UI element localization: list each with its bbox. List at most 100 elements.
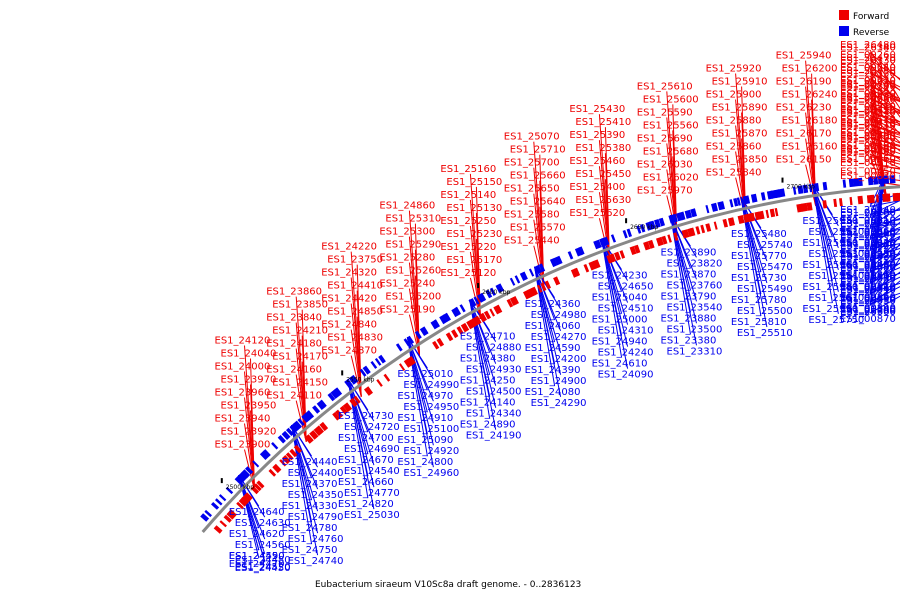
reverse-gene-label: ES1_24290 (531, 398, 587, 409)
forward-gene-label: ES1_00700 (840, 132, 896, 143)
reverse-gene-label: ES1_00440 (840, 237, 896, 248)
reverse-gene-label: ES1_26460 (840, 260, 896, 271)
forward-gene-label: ES1_26410 (840, 118, 896, 129)
forward-gene-connector (869, 103, 900, 123)
reverse-gene (225, 486, 234, 495)
reverse-gene-label: ES1_00660 (840, 306, 896, 317)
forward-gene (673, 232, 679, 241)
reverse-gene-label: ES1_26310 (840, 216, 896, 227)
reverse-gene-connector (811, 183, 839, 270)
reverse-gene (636, 225, 642, 234)
reverse-gene (672, 213, 678, 223)
forward-gene (667, 234, 672, 243)
forward-gene-label: ES1_25290 (385, 240, 441, 251)
reverse-gene-connector (347, 378, 375, 488)
legend-reverse-swatch (839, 26, 849, 36)
forward-gene (536, 284, 543, 293)
reverse-gene-label: ES1_25730 (731, 273, 787, 284)
forward-gene-connector (408, 262, 420, 356)
forward-gene-label: ES1_26330 (840, 55, 896, 66)
forward-gene (758, 210, 765, 220)
forward-gene-label: ES1_00330 (840, 120, 896, 131)
reverse-gene (359, 368, 367, 377)
forward-gene (629, 246, 637, 255)
reverse-gene-label: ES1_24350 (288, 490, 344, 501)
reverse-gene-connector (811, 183, 839, 314)
forward-gene-label: ES1_25150 (446, 177, 502, 188)
forward-gene-label: ES1_25710 (510, 145, 566, 156)
forward-gene (445, 332, 454, 342)
forward-gene-label: ES1_24160 (266, 365, 322, 376)
forward-gene-label: ES1_24110 (266, 391, 322, 402)
reverse-gene (477, 293, 486, 303)
reverse-gene-connector (869, 228, 900, 260)
reverse-gene-connector (740, 196, 768, 284)
forward-gene (250, 485, 260, 495)
forward-gene-label: ES1_26100 (840, 82, 896, 93)
reverse-gene (578, 246, 585, 256)
forward-gene (592, 259, 601, 269)
reverse-gene-label: ES1_25500 (737, 306, 793, 317)
forward-gene-label: ES1_00710 (840, 119, 896, 130)
reverse-gene-connector (869, 217, 900, 229)
forward-gene-connector (350, 303, 362, 397)
forward-gene-label: ES1_24410 (327, 281, 383, 292)
reverse-gene-label: ES1_24480 (235, 555, 291, 566)
forward-gene (619, 250, 626, 259)
forward-gene (661, 235, 668, 245)
forward-gene (610, 253, 617, 262)
legend: Forward Reverse (839, 10, 890, 38)
forward-gene (544, 280, 551, 290)
reverse-gene-label: ES1_24390 (525, 365, 581, 376)
forward-gene (513, 296, 519, 305)
forward-gene-connector (869, 153, 900, 169)
reverse-gene (711, 202, 718, 212)
reverse-gene-label: ES1_26320 (840, 238, 896, 249)
forward-gene-connector (414, 301, 420, 356)
reverse-gene-label: ES1_00890 (840, 303, 896, 314)
reverse-gene-label: ES1_25030 (344, 510, 400, 521)
forward-gene-label: ES1_26150 (776, 155, 832, 166)
reverse-gene (271, 442, 279, 450)
forward-gene (244, 492, 253, 501)
forward-gene (769, 208, 776, 218)
forward-gene-label: ES1_00460 (840, 153, 896, 164)
forward-gene (342, 402, 353, 413)
forward-gene-label: ES1_25130 (446, 203, 502, 214)
forward-gene (866, 195, 872, 204)
forward-gene-label: ES1_00510 (840, 114, 896, 125)
forward-gene (876, 194, 879, 203)
forward-gene-label: ES1_23960 (215, 388, 271, 399)
forward-gene (268, 468, 277, 477)
reverse-gene-label: ES1_24880 (466, 343, 522, 354)
forward-gene (849, 196, 853, 206)
reverse-gene (534, 264, 543, 274)
reverse-gene-label: ES1_25750 (808, 315, 864, 326)
reverse-gene (215, 498, 223, 506)
forward-gene (470, 317, 478, 327)
reverse-gene (334, 387, 343, 396)
forward-gene (574, 267, 581, 277)
forward-gene (436, 337, 445, 347)
reverse-gene-label: ES1_24230 (592, 271, 648, 282)
reverse-gene-label: ES1_24650 (598, 282, 654, 293)
reverse-gene-label: ES1_00900 (840, 228, 896, 239)
forward-gene-label: ES1_24860 (379, 201, 435, 212)
reverse-gene (414, 330, 422, 340)
forward-gene (681, 229, 690, 239)
forward-gene-label: ES1_00290 (840, 141, 896, 152)
forward-gene-label: ES1_00730 (840, 93, 896, 104)
forward-gene-label: ES1_25200 (385, 292, 441, 303)
forward-gene-label: ES1_00450 (840, 166, 896, 177)
forward-gene-connector (869, 127, 900, 152)
reverse-gene-label: ES1_24640 (229, 507, 285, 518)
forward-gene-label: ES1_26440 (840, 79, 896, 90)
reverse-gene (760, 192, 766, 201)
reverse-gene-connector (869, 200, 900, 216)
scale-ticks: 2500 kbp 2550 kbp 2600 kbp 2650 kbp 2700 kbp… (220, 177, 815, 491)
forward-gene-label: ES1_26230 (776, 103, 832, 114)
forward-gene-label: ES1_26020 (643, 172, 699, 183)
forward-gene-connector (869, 155, 900, 165)
forward-gene-label: ES1_25460 (569, 156, 625, 167)
forward-gene-label: ES1_23970 (221, 375, 277, 386)
